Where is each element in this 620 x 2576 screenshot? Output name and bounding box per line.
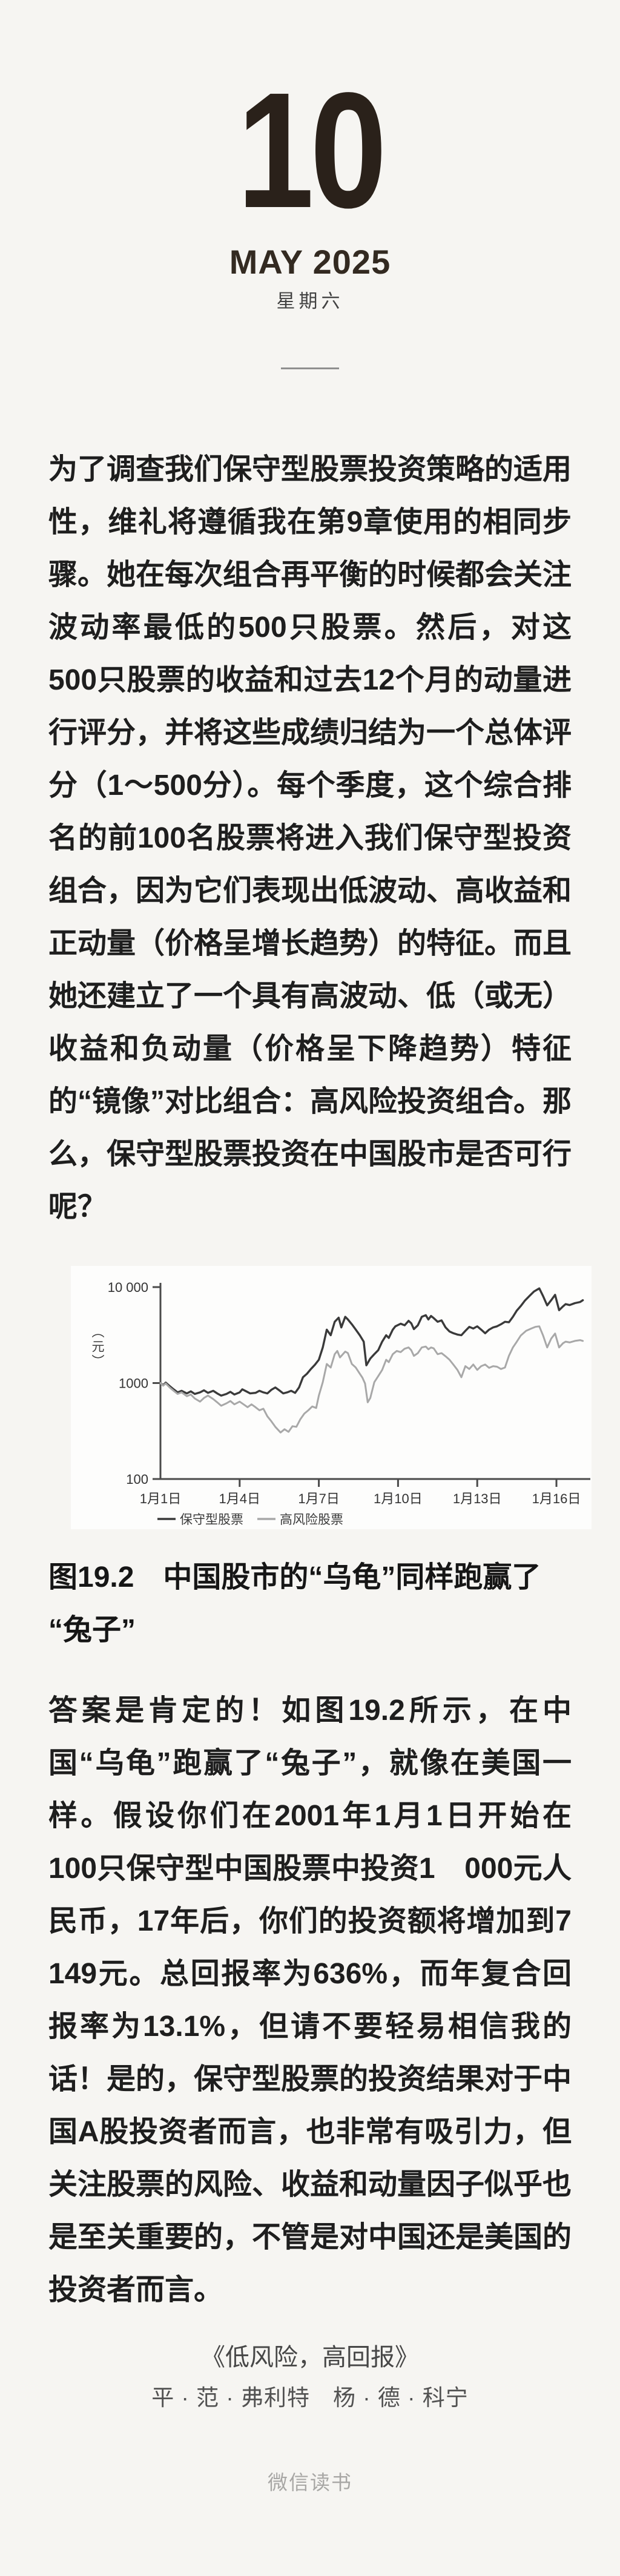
svg-text:1月7日: 1月7日 <box>298 1491 339 1506</box>
svg-text:1000: 1000 <box>119 1376 148 1391</box>
svg-text:100: 100 <box>126 1472 148 1487</box>
date-day: 10 <box>237 58 387 242</box>
svg-text:高风险股票: 高风险股票 <box>280 1513 343 1527</box>
date-weekday: 星期六 <box>276 291 344 312</box>
date-month-year: MAY 2025 <box>229 243 391 281</box>
svg-text:1月4日: 1月4日 <box>219 1491 260 1506</box>
svg-text:1月10日: 1月10日 <box>374 1491 423 1506</box>
header-divider <box>281 367 339 369</box>
svg-text:1月1日: 1月1日 <box>140 1491 181 1506</box>
paragraph-2: 答案是肯定的！如图19.2所示，在中国“乌龟”跑赢了“兔子”，就像在美国一样。假… <box>48 1695 601 2306</box>
figure-caption: 图19.2 中国股市的“乌龟”同样跑赢了 “兔子” <box>48 1561 541 1646</box>
book-title: 《低风险，高回报》 <box>201 2344 419 2371</box>
svg-text:1月16日: 1月16日 <box>532 1491 581 1506</box>
book-authors: 平 · 范 · 弗利特 杨 · 德 · 科宁 <box>151 2385 469 2410</box>
app-brand: 微信读书 <box>268 2471 352 2494</box>
line-chart: 100 1000 10 000 1月1日 1月4日 1月7日 1月10日 1月13日 1月16日… <box>108 1280 590 1527</box>
svg-text:1月13日: 1月13日 <box>453 1491 502 1506</box>
figure-chart: 100 1000 10 000 1月1日 1月4日 1月7日 1月10日 1月13日 1月16日… <box>71 1266 592 1529</box>
paragraph-1: 为了调查我们保守型股票投资策略的适用性，维礼将遵循我在第9章使用的相同步骤。她在… <box>48 453 572 1223</box>
svg-text:10 000: 10 000 <box>108 1280 148 1295</box>
chart-y-axis-label: （元） <box>90 1325 104 1369</box>
svg-text:保守型股票: 保守型股票 <box>180 1513 243 1527</box>
